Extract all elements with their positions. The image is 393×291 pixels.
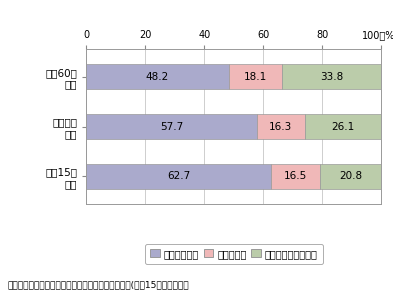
Bar: [229, 64, 282, 89]
Text: 48.2: 48.2: [146, 72, 169, 82]
Text: （出典）内閣府「個人情報保護に関する世論調査」(平成15年９月調査）: （出典）内閣府「個人情報保護に関する世論調査」(平成15年９月調査）: [8, 281, 189, 290]
Text: 16.3: 16.3: [269, 122, 292, 132]
Bar: [305, 114, 382, 139]
Text: 18.1: 18.1: [244, 72, 267, 82]
Bar: [320, 164, 381, 189]
Text: 33.8: 33.8: [320, 72, 343, 82]
Bar: [257, 114, 305, 139]
Bar: [86, 114, 257, 139]
Bar: [86, 64, 229, 89]
Legend: 増えたと思う, 分からない, 増えたとは思わない: 増えたと思う, 分からない, 増えたとは思わない: [145, 244, 323, 264]
Text: 20.8: 20.8: [339, 171, 362, 181]
Text: 16.5: 16.5: [284, 171, 307, 181]
Text: 62.7: 62.7: [167, 171, 191, 181]
Bar: [86, 164, 271, 189]
Text: 57.7: 57.7: [160, 122, 183, 132]
Bar: [271, 164, 320, 189]
Text: 26.1: 26.1: [331, 122, 354, 132]
Bar: [282, 64, 382, 89]
